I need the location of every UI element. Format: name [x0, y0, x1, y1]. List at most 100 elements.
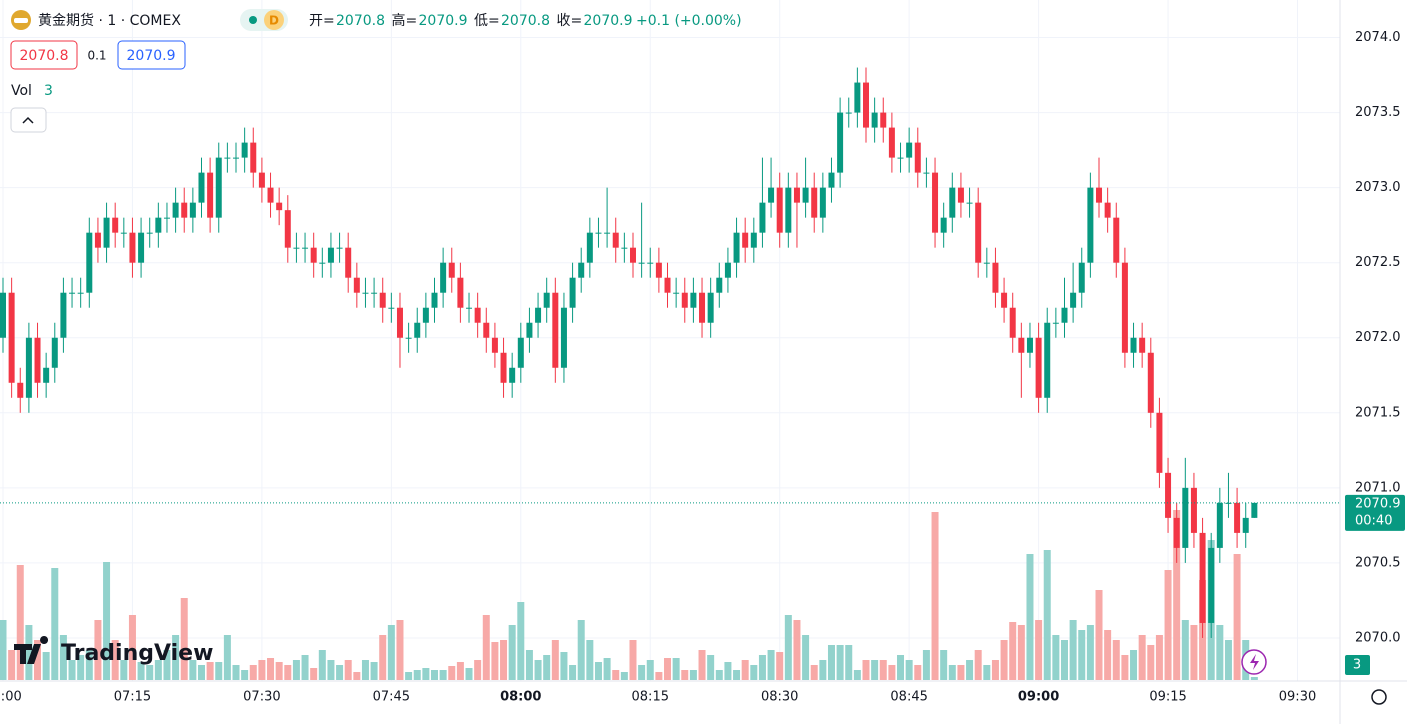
legend-label: 开=	[309, 13, 335, 29]
candle-body	[43, 367, 50, 383]
candle-body	[112, 217, 119, 233]
candle-body	[77, 292, 84, 294]
ask[interactable]: 2070.9	[127, 48, 176, 64]
candle-body	[1121, 262, 1128, 353]
volume-bar	[500, 640, 508, 680]
volume-bar	[853, 670, 861, 680]
volume-bar	[646, 660, 654, 680]
volume-bar	[51, 568, 59, 680]
volume-bar	[103, 562, 111, 680]
volume-bar	[448, 666, 456, 680]
symbol[interactable]: 黄金期货 · 1 · COMEX	[38, 12, 181, 29]
candle-body	[819, 187, 826, 218]
candle-body	[129, 232, 136, 263]
volume-bar	[698, 650, 706, 680]
watermark-text: TradingView	[61, 641, 213, 666]
volume-bar	[664, 658, 672, 680]
volume-bar	[1164, 570, 1172, 680]
volume-bar	[810, 665, 818, 680]
candle-body	[724, 262, 731, 278]
volume-bar	[966, 660, 974, 680]
volume-bar	[767, 650, 775, 680]
candle-body	[837, 112, 844, 173]
volume-bar	[586, 640, 594, 680]
candle-body	[1035, 337, 1042, 398]
candle-body	[1225, 502, 1232, 504]
candle-body	[440, 262, 447, 293]
volume-bar	[474, 660, 482, 680]
buy-button[interactable]	[117, 40, 186, 70]
volume-bar	[655, 672, 663, 680]
settings-icon[interactable]	[1371, 689, 1387, 705]
candle-body	[768, 187, 775, 203]
candle-body	[992, 262, 999, 293]
x-tick-label: 08:30	[761, 690, 798, 705]
candle-body	[716, 277, 723, 293]
candle-body	[940, 217, 947, 233]
volume-bar	[25, 625, 33, 680]
volume-bar	[1095, 590, 1103, 680]
volume-bar	[612, 670, 620, 680]
candle-body	[1251, 502, 1258, 518]
volume-bar	[42, 652, 50, 680]
volume-bar	[1052, 635, 1060, 680]
volume-bar	[120, 660, 128, 680]
volume-bar	[758, 655, 766, 680]
candle-body	[785, 187, 792, 233]
volume-bar	[1112, 640, 1120, 680]
candle-body	[1001, 292, 1008, 308]
volume-bar	[888, 665, 896, 680]
candle-body	[25, 337, 32, 398]
volume-bar	[862, 660, 870, 680]
candle-body	[138, 232, 145, 263]
bid[interactable]: 2070.8	[20, 48, 69, 64]
volume-bar	[422, 668, 430, 680]
candle-body	[172, 202, 179, 218]
volume-bar	[672, 658, 680, 680]
y-tick-label: 2070.5	[1355, 555, 1401, 570]
volume-bar	[1043, 550, 1051, 680]
y-tick-label: 2073.5	[1355, 105, 1401, 120]
candle-body	[586, 232, 593, 263]
volume-bar	[1078, 630, 1086, 680]
candle-body	[517, 337, 524, 368]
candle-body	[345, 247, 352, 278]
candle-body	[595, 232, 602, 234]
candle-body	[1173, 517, 1180, 548]
sell-button[interactable]	[10, 40, 78, 70]
candle-body	[215, 157, 222, 218]
volume-bar	[629, 640, 637, 680]
candle-body	[1199, 532, 1206, 623]
candle-body	[284, 210, 291, 248]
candle-body	[414, 322, 421, 338]
collapse-icon	[22, 116, 34, 124]
volume-bar	[267, 658, 275, 680]
volume-bar	[689, 670, 697, 680]
candle-body	[1026, 337, 1033, 353]
volume-bar	[275, 662, 283, 680]
candle-body	[241, 142, 248, 158]
candle-body	[1078, 262, 1085, 293]
candle-body	[681, 292, 688, 308]
interval[interactable]: D	[269, 14, 279, 28]
candle-body	[1156, 412, 1163, 473]
volume-bar	[465, 668, 473, 680]
candle-body	[1113, 217, 1120, 263]
volume-value: 3	[44, 83, 53, 99]
candle-body	[612, 232, 619, 248]
volume-bar	[508, 625, 516, 680]
candle-body	[1190, 487, 1197, 533]
candle-body	[932, 172, 939, 233]
candle-body	[491, 337, 498, 353]
legend-value: 2070.8	[501, 13, 550, 29]
volume-bar	[957, 665, 965, 680]
collapse-button[interactable]	[10, 107, 47, 133]
candle-body	[526, 322, 533, 338]
candle-body	[500, 352, 507, 383]
volume-bar	[1181, 620, 1189, 680]
candle-body	[1216, 502, 1223, 548]
x-tick-label: 08:00	[500, 690, 541, 705]
candle-body	[466, 307, 473, 309]
volume-bar	[1060, 640, 1068, 680]
